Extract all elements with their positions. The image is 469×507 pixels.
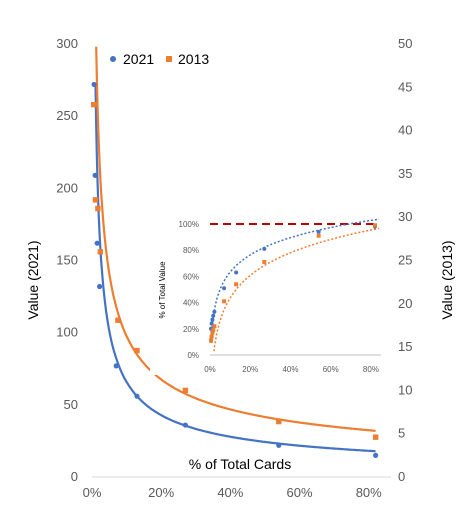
inset-point-2013 <box>372 223 377 228</box>
point-2013 <box>91 101 97 108</box>
inset-background <box>150 210 390 375</box>
left-axis-ticks: 0 50 100 150 200 250 300 <box>56 36 78 484</box>
inset-point-2021 <box>234 270 239 275</box>
point-2021 <box>97 283 103 290</box>
inset-point-2013 <box>209 334 214 339</box>
inset-point-2021 <box>262 246 267 251</box>
inset-point-2013 <box>234 282 239 287</box>
y-axis-label-left: Value (2021) <box>25 240 41 319</box>
point-2013 <box>115 317 121 323</box>
inset-point-2021 <box>210 317 215 322</box>
left-tick-label: 0 <box>71 469 78 484</box>
x-tick-label: 40% <box>217 485 243 500</box>
inset-x-tick-label: 80% <box>363 365 379 374</box>
trendline-2013 <box>95 46 376 432</box>
point-2013 <box>97 249 104 255</box>
right-tick-label: 0 <box>398 469 405 484</box>
right-tick-label: 40 <box>398 123 412 138</box>
left-tick-label: 150 <box>56 253 78 268</box>
main-trendlines <box>94 46 376 453</box>
inset-trendlines <box>210 218 380 352</box>
legend-2013-label: 2013 <box>178 51 209 67</box>
point-2013 <box>182 387 189 394</box>
left-tick-label: 300 <box>56 36 78 51</box>
right-tick-label: 5 <box>398 426 405 441</box>
point-2021 <box>373 452 379 458</box>
right-tick-label: 45 <box>398 79 412 94</box>
right-tick-label: 25 <box>398 253 412 268</box>
right-tick-label: 15 <box>398 339 412 354</box>
legend-2021-label: 2021 <box>123 51 154 67</box>
y-axis-label-right: Value (2013) <box>439 240 455 319</box>
inset-x-tick-label: 20% <box>242 365 258 374</box>
point-2013 <box>372 434 379 440</box>
point-2021 <box>182 422 188 428</box>
right-tick-label: 50 <box>398 36 412 51</box>
inset-point-2021 <box>222 286 227 291</box>
point-2013 <box>92 197 99 203</box>
inset-y-tick-label: 80% <box>183 246 199 255</box>
inset-trendline-2013 <box>213 227 380 352</box>
point-2021 <box>134 393 140 399</box>
inset-point-2013 <box>262 259 267 264</box>
right-tick-label: 20 <box>398 296 412 311</box>
point-2021 <box>276 442 282 448</box>
left-tick-label: 200 <box>56 180 78 195</box>
x-axis-label: % of Total Cards <box>189 456 291 472</box>
inset-y-tick-label: 40% <box>183 299 199 308</box>
point-2013 <box>276 418 282 425</box>
x-tick-label: 0% <box>83 485 102 500</box>
right-axis-ticks: 0 5 10 15 20 25 30 35 40 45 50 <box>398 36 412 484</box>
inset-point-2013 <box>222 299 227 304</box>
left-tick-label: 100 <box>56 325 78 340</box>
trendline-2021 <box>94 83 376 453</box>
x-tick-label: 20% <box>148 485 174 500</box>
inset-y-axis-label: % of Total Value <box>158 261 167 319</box>
left-tick-label: 50 <box>64 397 78 412</box>
left-tick-label: 250 <box>56 108 78 123</box>
point-2013 <box>95 205 101 212</box>
inset-points <box>209 223 377 343</box>
right-tick-label: 30 <box>398 209 412 224</box>
legend-2013-marker <box>166 56 172 62</box>
inset-y-ticks: 0% 20% 40% 60% 80% 100% <box>179 220 199 360</box>
x-axis-ticks: 0% 20% 40% 60% 80% <box>83 485 383 500</box>
legend-2021-marker <box>110 56 116 62</box>
point-2021 <box>91 81 97 88</box>
inset-point-2021 <box>316 229 321 234</box>
inset-y-tick-label: 100% <box>179 220 199 229</box>
inset-x-tick-label: 60% <box>323 365 339 374</box>
inset-plot: 0% 20% 40% 60% 80% 100% 0% 20% 40% 60% 80% % of T… <box>150 210 390 375</box>
x-tick-label: 80% <box>356 485 382 500</box>
right-tick-label: 35 <box>398 166 412 181</box>
main-points <box>91 81 379 458</box>
inset-x-ticks: 0% 20% 40% 60% 80% <box>204 365 379 374</box>
inset-x-tick-label: 40% <box>282 365 298 374</box>
legend: 2021 2013 <box>110 51 209 67</box>
inset-point-2013 <box>212 324 217 329</box>
point-2021 <box>113 363 119 369</box>
point-2021 <box>94 240 100 246</box>
inset-x-tick-label: 0% <box>204 365 216 374</box>
inset-y-tick-label: 60% <box>183 272 199 281</box>
inset-point-2013 <box>209 338 214 343</box>
inset-y-tick-label: 0% <box>187 351 199 360</box>
point-2013 <box>134 347 140 354</box>
point-2021 <box>92 172 98 178</box>
inset-point-2013 <box>211 328 216 333</box>
x-tick-label: 60% <box>287 485 313 500</box>
inset-y-tick-label: 20% <box>183 325 199 334</box>
inset-point-2013 <box>316 233 321 238</box>
inset-point-2013 <box>210 330 215 335</box>
right-tick-label: 10 <box>398 382 412 397</box>
inset-point-2021 <box>212 309 217 314</box>
inset-point-2021 <box>211 313 216 318</box>
